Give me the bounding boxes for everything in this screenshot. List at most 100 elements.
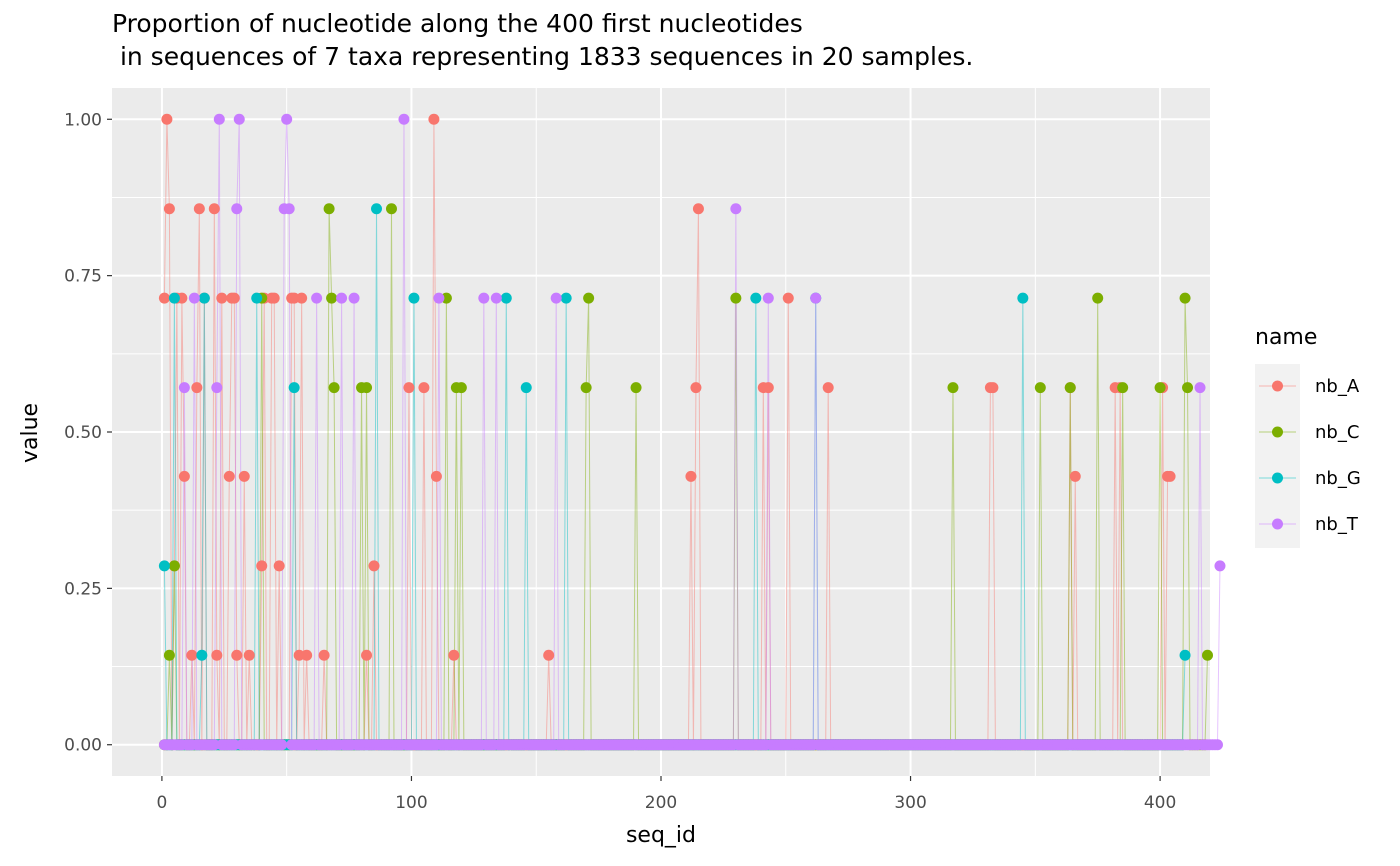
data-point bbox=[428, 113, 440, 125]
legend-item-nb_C: nb_C bbox=[1259, 422, 1359, 443]
data-point bbox=[273, 560, 285, 572]
x-tick-label: 200 bbox=[645, 793, 677, 813]
x-tick-label: 300 bbox=[894, 793, 926, 813]
data-point bbox=[782, 292, 794, 304]
data-point bbox=[433, 292, 445, 304]
data-point bbox=[276, 739, 288, 751]
data-point bbox=[168, 292, 180, 304]
data-point bbox=[580, 382, 592, 394]
data-point bbox=[361, 382, 373, 394]
data-point bbox=[223, 470, 235, 482]
data-point bbox=[318, 649, 330, 661]
data-point bbox=[196, 649, 208, 661]
x-tick-label: 100 bbox=[395, 793, 427, 813]
data-point bbox=[1034, 382, 1046, 394]
data-point bbox=[208, 203, 220, 215]
data-point bbox=[1214, 560, 1226, 572]
data-point bbox=[163, 203, 175, 215]
data-point bbox=[231, 649, 243, 661]
data-point bbox=[490, 292, 502, 304]
data-point bbox=[168, 560, 180, 572]
data-point bbox=[1164, 470, 1176, 482]
data-point bbox=[822, 382, 834, 394]
data-point bbox=[288, 382, 300, 394]
data-point bbox=[281, 113, 293, 125]
data-point bbox=[1179, 649, 1191, 661]
data-point bbox=[336, 292, 348, 304]
data-point bbox=[301, 649, 313, 661]
legend-label: nb_G bbox=[1315, 468, 1361, 489]
data-point bbox=[211, 649, 223, 661]
data-point bbox=[408, 292, 420, 304]
x-axis-ticks: 0 100 200 300 400 bbox=[156, 776, 1176, 813]
series-layer bbox=[158, 113, 1226, 751]
data-point bbox=[296, 292, 308, 304]
data-point bbox=[685, 470, 697, 482]
data-point bbox=[810, 292, 822, 304]
legend-item-nb_A: nb_A bbox=[1259, 376, 1360, 397]
data-point bbox=[268, 292, 280, 304]
data-point bbox=[947, 382, 959, 394]
y-axis-title: value bbox=[18, 403, 43, 463]
data-point bbox=[762, 382, 774, 394]
data-point bbox=[368, 560, 380, 572]
y-tick-label: 1.00 bbox=[64, 110, 102, 130]
data-point bbox=[398, 113, 410, 125]
data-point bbox=[520, 382, 532, 394]
data-point bbox=[1202, 649, 1213, 661]
data-point bbox=[231, 203, 243, 215]
data-point bbox=[455, 382, 467, 394]
legend-title: name bbox=[1255, 325, 1317, 350]
data-point bbox=[243, 649, 255, 661]
data-point bbox=[163, 649, 175, 661]
data-point bbox=[543, 649, 555, 661]
legend-key-point bbox=[1272, 426, 1283, 438]
y-tick-label: 0.50 bbox=[64, 423, 102, 443]
data-point bbox=[178, 470, 190, 482]
data-point bbox=[1182, 382, 1194, 394]
data-point bbox=[158, 292, 170, 304]
data-point bbox=[1069, 470, 1081, 482]
data-point bbox=[251, 292, 263, 304]
legend-label: nb_T bbox=[1315, 514, 1359, 535]
data-point bbox=[228, 292, 240, 304]
data-point bbox=[361, 649, 373, 661]
y-axis-ticks: 0.00 0.25 0.50 0.75 1.00 bbox=[64, 110, 112, 756]
data-point bbox=[216, 292, 228, 304]
data-point bbox=[560, 292, 572, 304]
data-point bbox=[188, 292, 200, 304]
data-point bbox=[730, 292, 742, 304]
data-point bbox=[987, 382, 999, 394]
chart-title-line-2: in sequences of 7 taxa representing 1833… bbox=[112, 42, 973, 71]
data-point bbox=[403, 382, 415, 394]
data-point bbox=[256, 560, 268, 572]
data-point bbox=[186, 649, 198, 661]
series-points-nb_T bbox=[158, 113, 1226, 751]
data-point bbox=[1211, 739, 1223, 751]
data-point bbox=[211, 382, 223, 394]
data-point bbox=[311, 292, 323, 304]
data-point bbox=[692, 203, 704, 215]
data-point bbox=[690, 382, 702, 394]
data-point bbox=[448, 649, 460, 661]
legend-label: nb_A bbox=[1315, 376, 1360, 397]
legend-label: nb_C bbox=[1315, 422, 1359, 443]
data-point bbox=[323, 203, 335, 215]
data-point bbox=[583, 292, 595, 304]
data-point bbox=[1117, 382, 1129, 394]
data-point bbox=[371, 203, 383, 215]
data-point bbox=[233, 113, 245, 125]
data-point bbox=[1154, 382, 1166, 394]
legend: name nb_A nb_C nb_G nb_T bbox=[1255, 325, 1361, 548]
x-axis-title: seq_id bbox=[626, 823, 696, 848]
data-point bbox=[418, 382, 430, 394]
data-point bbox=[178, 382, 190, 394]
data-point bbox=[630, 382, 642, 394]
x-tick-label: 0 bbox=[156, 793, 167, 813]
legend-key-point bbox=[1272, 518, 1283, 530]
data-point bbox=[478, 292, 490, 304]
data-point bbox=[328, 382, 340, 394]
data-point bbox=[193, 203, 205, 215]
legend-key-background bbox=[1255, 364, 1300, 548]
